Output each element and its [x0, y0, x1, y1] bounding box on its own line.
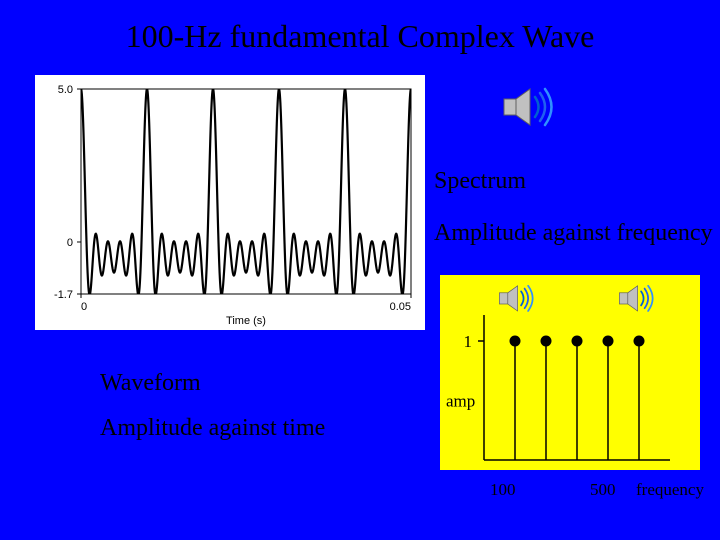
svg-text:0: 0 [67, 237, 73, 249]
svg-text:0.05: 0.05 [390, 301, 411, 313]
spectrum-xtick-100: 100 [490, 480, 516, 500]
spectrum-xtick-500: 500 [590, 480, 616, 500]
waveform-chart: 5.0 0 -1.7 0 0.05 Time (s) [35, 75, 425, 330]
label-spectrum: Spectrum [434, 168, 526, 195]
svg-text:amp: amp [446, 392, 475, 411]
svg-text:1: 1 [464, 332, 473, 351]
svg-text:Time (s): Time (s) [226, 315, 266, 327]
label-amp-vs-time: Amplitude against time [100, 415, 325, 442]
speaker-icon-top[interactable] [500, 85, 560, 129]
label-waveform: Waveform [100, 370, 201, 397]
svg-text:0: 0 [81, 301, 87, 313]
svg-text:-1.7: -1.7 [54, 289, 73, 301]
page-title: 100-Hz fundamental Complex Wave [0, 18, 720, 55]
spectrum-xaxis-label: frequency [636, 480, 704, 500]
svg-text:5.0: 5.0 [58, 84, 73, 96]
spectrum-chart: 1 amp [440, 275, 700, 470]
label-amp-vs-freq: Amplitude against frequency [434, 220, 713, 247]
